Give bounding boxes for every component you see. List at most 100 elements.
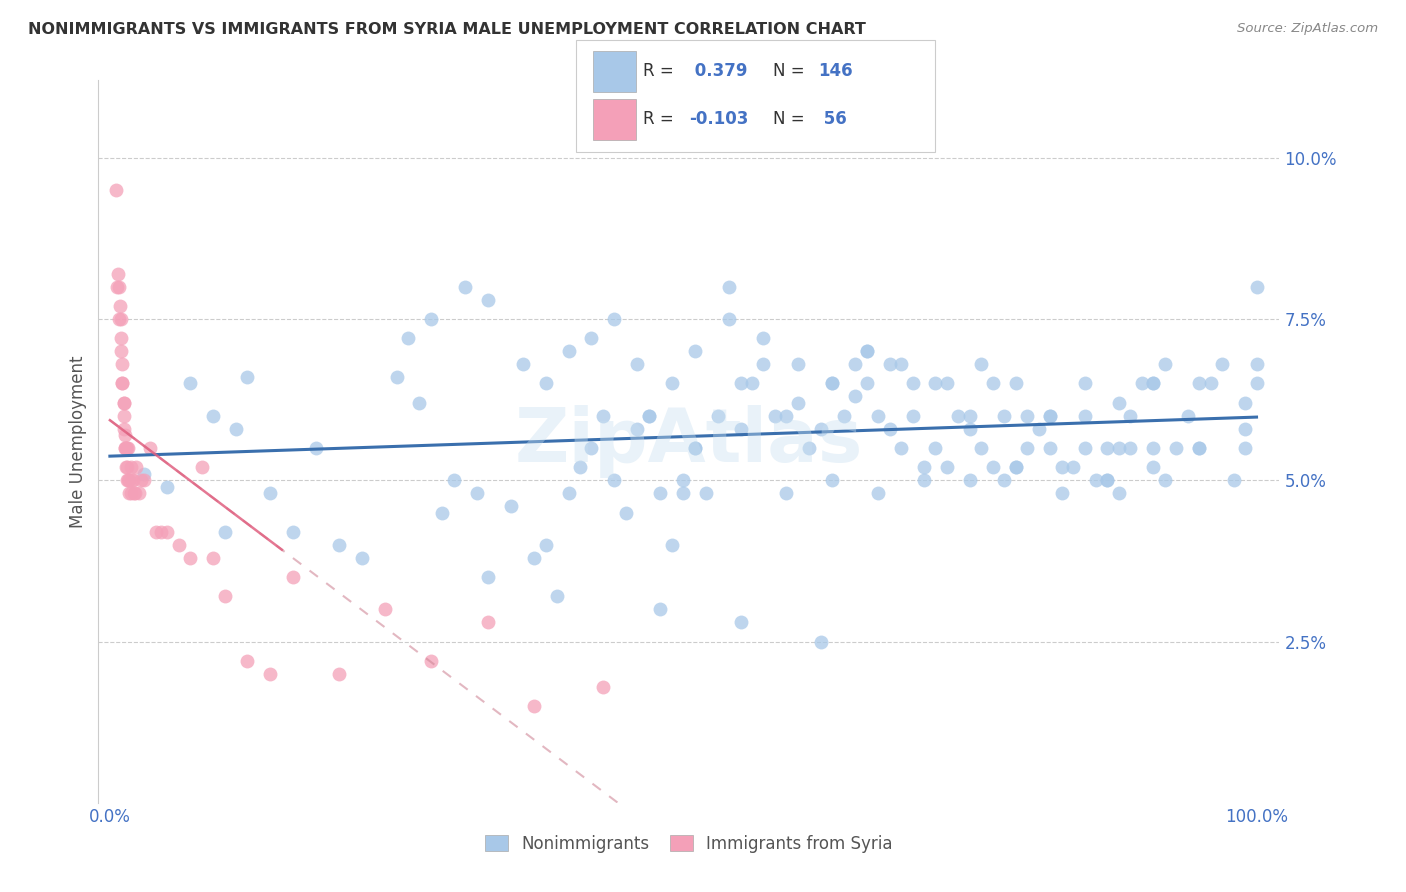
Point (603, 473, 626, 487)
Point (1108, 441, 1130, 455)
Point (1153, 473, 1175, 487)
Point (112, 396, 135, 410)
Point (981, 460, 1004, 475)
Point (225, 422, 247, 436)
Point (352, 550, 374, 565)
Point (1142, 376, 1164, 391)
Point (959, 473, 981, 487)
Point (650, 602, 672, 616)
Point (501, 499, 523, 513)
Point (1097, 473, 1119, 487)
Point (115, 441, 138, 455)
Point (890, 441, 912, 455)
Point (1211, 357, 1233, 371)
Point (122, 486, 145, 500)
Point (626, 422, 648, 436)
Point (1097, 473, 1119, 487)
Point (912, 460, 935, 475)
Point (581, 441, 603, 455)
Point (1039, 441, 1062, 455)
Point (592, 409, 614, 423)
Point (844, 357, 866, 371)
Point (912, 473, 935, 487)
Point (683, 441, 706, 455)
Point (156, 524, 179, 539)
Point (718, 279, 741, 293)
Point (1004, 460, 1026, 475)
Point (477, 293, 499, 307)
Point (821, 376, 844, 391)
Point (179, 376, 201, 391)
Point (970, 441, 993, 455)
Point (1073, 409, 1095, 423)
Point (970, 357, 993, 371)
Point (118, 473, 141, 487)
Point (672, 486, 695, 500)
Point (993, 473, 1015, 487)
Text: 56: 56 (818, 111, 846, 128)
Point (637, 409, 659, 423)
Point (374, 602, 396, 616)
Point (924, 441, 946, 455)
Point (626, 357, 648, 371)
Point (134, 473, 156, 487)
Point (1073, 376, 1095, 391)
Point (821, 376, 844, 391)
Point (569, 460, 592, 475)
Point (650, 486, 672, 500)
Point (695, 486, 717, 500)
Point (432, 506, 454, 520)
Point (1085, 473, 1108, 487)
Point (328, 538, 350, 552)
Point (730, 376, 752, 391)
Text: 0.379: 0.379 (689, 62, 748, 80)
Point (614, 506, 637, 520)
Point (1188, 441, 1211, 455)
Point (125, 460, 148, 475)
Point (523, 550, 546, 565)
Point (763, 409, 786, 423)
Point (120, 460, 142, 475)
Point (477, 570, 499, 584)
Point (557, 486, 579, 500)
Point (868, 486, 890, 500)
Point (557, 344, 579, 359)
Point (112, 422, 135, 436)
Point (1017, 441, 1039, 455)
Point (1017, 409, 1039, 423)
Point (1142, 460, 1164, 475)
Point (108, 312, 131, 326)
Point (810, 422, 832, 436)
Legend: Nonimmigrants, Immigrants from Syria: Nonimmigrants, Immigrants from Syria (478, 828, 900, 860)
Point (115, 441, 138, 455)
Point (1028, 422, 1050, 436)
Point (1142, 441, 1164, 455)
Point (959, 422, 981, 436)
Point (1050, 460, 1073, 475)
Point (150, 524, 173, 539)
Point (202, 409, 225, 423)
Point (236, 370, 259, 384)
Point (115, 473, 138, 487)
Point (107, 267, 129, 281)
Point (214, 590, 236, 604)
Point (637, 409, 659, 423)
Point (534, 376, 557, 391)
Point (477, 615, 499, 630)
Point (855, 376, 877, 391)
Point (752, 331, 775, 345)
Point (1188, 376, 1211, 391)
Point (236, 654, 259, 668)
Text: N =: N = (773, 62, 810, 80)
Point (214, 524, 236, 539)
Point (672, 473, 695, 487)
Point (1246, 279, 1268, 293)
Point (683, 441, 706, 455)
Point (108, 279, 131, 293)
Point (114, 441, 136, 455)
Point (546, 590, 568, 604)
Point (1004, 376, 1026, 391)
Point (730, 615, 752, 630)
Point (855, 344, 877, 359)
Point (259, 666, 281, 681)
